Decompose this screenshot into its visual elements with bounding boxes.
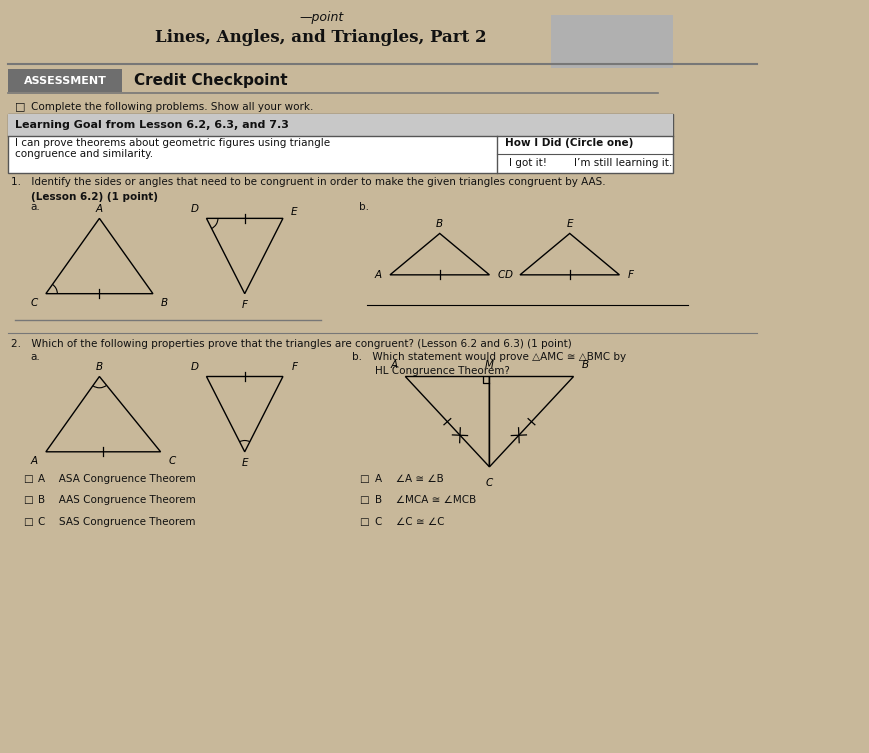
Text: C  SAS Congruence Theorem: C SAS Congruence Theorem (38, 517, 196, 526)
Text: B  ∠MCA ≅ ∠MCB: B ∠MCA ≅ ∠MCB (375, 495, 476, 505)
Text: A  ∠A ≅ ∠B: A ∠A ≅ ∠B (375, 474, 443, 484)
Text: D: D (505, 270, 513, 280)
Text: a.: a. (30, 352, 40, 362)
Text: E: E (242, 458, 248, 468)
Text: F: F (291, 362, 297, 373)
Text: C: C (497, 270, 505, 280)
Text: C: C (486, 478, 493, 488)
Text: B: B (581, 361, 588, 370)
Text: □: □ (16, 102, 26, 111)
Text: □: □ (23, 474, 33, 484)
Text: D: D (191, 362, 199, 373)
Text: ASSESSMENT: ASSESSMENT (23, 75, 106, 86)
FancyBboxPatch shape (551, 15, 673, 68)
Text: E: E (291, 207, 298, 218)
Text: C  ∠C ≅ ∠C: C ∠C ≅ ∠C (375, 517, 444, 526)
Text: Learning Goal from Lesson 6.2, 6.3, and 7.3: Learning Goal from Lesson 6.2, 6.3, and … (16, 120, 289, 130)
Text: □: □ (360, 474, 369, 484)
Text: I can prove theorems about geometric figures using triangle
congruence and simil: I can prove theorems about geometric fig… (16, 138, 330, 160)
Text: □: □ (360, 517, 369, 526)
Text: E: E (567, 219, 573, 230)
Text: 2. Which of the following properties prove that the triangles are congruent? (Le: 2. Which of the following properties pro… (11, 339, 572, 349)
Text: Complete the following problems. Show all your work.: Complete the following problems. Show al… (30, 102, 313, 111)
Text: F: F (628, 270, 634, 280)
Text: B: B (96, 362, 103, 373)
Text: C: C (30, 297, 38, 308)
Text: a.: a. (30, 202, 40, 212)
Text: B: B (436, 219, 443, 230)
Text: □: □ (360, 495, 369, 505)
Text: □: □ (23, 517, 33, 526)
Text: A: A (31, 456, 38, 466)
Text: I got it!: I got it! (508, 158, 547, 168)
FancyBboxPatch shape (8, 114, 673, 173)
Text: Lines, Angles, and Triangles, Part 2: Lines, Angles, and Triangles, Part 2 (156, 29, 487, 46)
Text: B: B (161, 297, 168, 308)
Text: A: A (390, 361, 397, 370)
Text: —point: —point (299, 11, 343, 24)
Text: C: C (169, 456, 176, 466)
Text: B  AAS Congruence Theorem: B AAS Congruence Theorem (38, 495, 196, 505)
Text: A: A (96, 204, 103, 215)
Text: D: D (191, 204, 199, 215)
Text: Credit Checkpoint: Credit Checkpoint (134, 73, 288, 88)
Text: I’m still learning it.: I’m still learning it. (574, 158, 672, 168)
FancyBboxPatch shape (8, 69, 123, 92)
Text: (Lesson 6.2) (1 point): (Lesson 6.2) (1 point) (30, 192, 157, 202)
Text: A  ASA Congruence Theorem: A ASA Congruence Theorem (38, 474, 196, 484)
Text: b. Which statement would prove △AMC ≅ △BMC by: b. Which statement would prove △AMC ≅ △B… (352, 352, 626, 362)
Text: 1. Identify the sides or angles that need to be congruent in order to make the g: 1. Identify the sides or angles that nee… (11, 177, 606, 187)
Text: How I Did (Circle one): How I Did (Circle one) (505, 138, 634, 148)
Text: HL Congruence Theorem?: HL Congruence Theorem? (375, 366, 509, 376)
Text: A: A (375, 270, 382, 280)
Text: M: M (485, 361, 494, 370)
Text: F: F (242, 300, 248, 310)
Text: □: □ (23, 495, 33, 505)
Text: b.: b. (360, 202, 369, 212)
FancyBboxPatch shape (8, 114, 673, 136)
